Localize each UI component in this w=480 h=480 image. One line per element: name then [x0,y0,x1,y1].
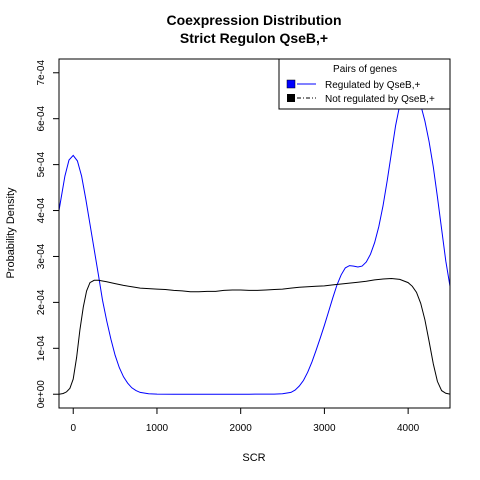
y-tick-label: 6e-04 [36,105,47,131]
legend-title: Pairs of genes [333,64,397,75]
y-tick-label: 2e-04 [36,289,47,315]
legend-swatch-regulated [286,79,296,89]
legend-entry-not-regulated: Not regulated by QseB,+ [325,94,435,105]
x-tick-label: 2000 [230,423,253,434]
y-axis-label: Probability Density [5,187,17,279]
legend: Pairs of genes Regulated by QseB,+ Not r… [278,58,451,110]
x-tick-label: 4000 [397,423,420,434]
legend-entry-regulated: Regulated by QseB,+ [325,80,420,91]
series-line-not-regulated [59,277,450,395]
y-tick-label: 7e-04 [36,60,47,86]
x-tick-label: 0 [70,423,76,434]
y-tick-label: 1e-04 [36,335,47,361]
x-axis-label: SCR [242,452,265,464]
x-axis: 0 1000 2000 3000 4000 [70,408,420,434]
legend-swatch-not-regulated [287,94,295,102]
series-line-regulated [59,90,450,395]
y-tick-label: 5e-04 [36,151,47,177]
chart-subtitle: Strict Regulon QseB,+ [180,30,328,46]
y-axis: 0e+00 1e-04 2e-04 3e-04 4e-04 5e-04 6e-04 7e-04 [36,60,59,409]
chart-title: Coexpression Distribution [166,12,341,28]
x-tick-label: 1000 [146,423,169,434]
y-tick-label: 0e+00 [36,380,47,409]
y-tick-label: 3e-04 [36,243,47,269]
plot-frame [58,58,451,409]
series-layer [59,90,450,395]
x-tick-label: 3000 [313,423,336,434]
y-tick-label: 4e-04 [36,197,47,223]
